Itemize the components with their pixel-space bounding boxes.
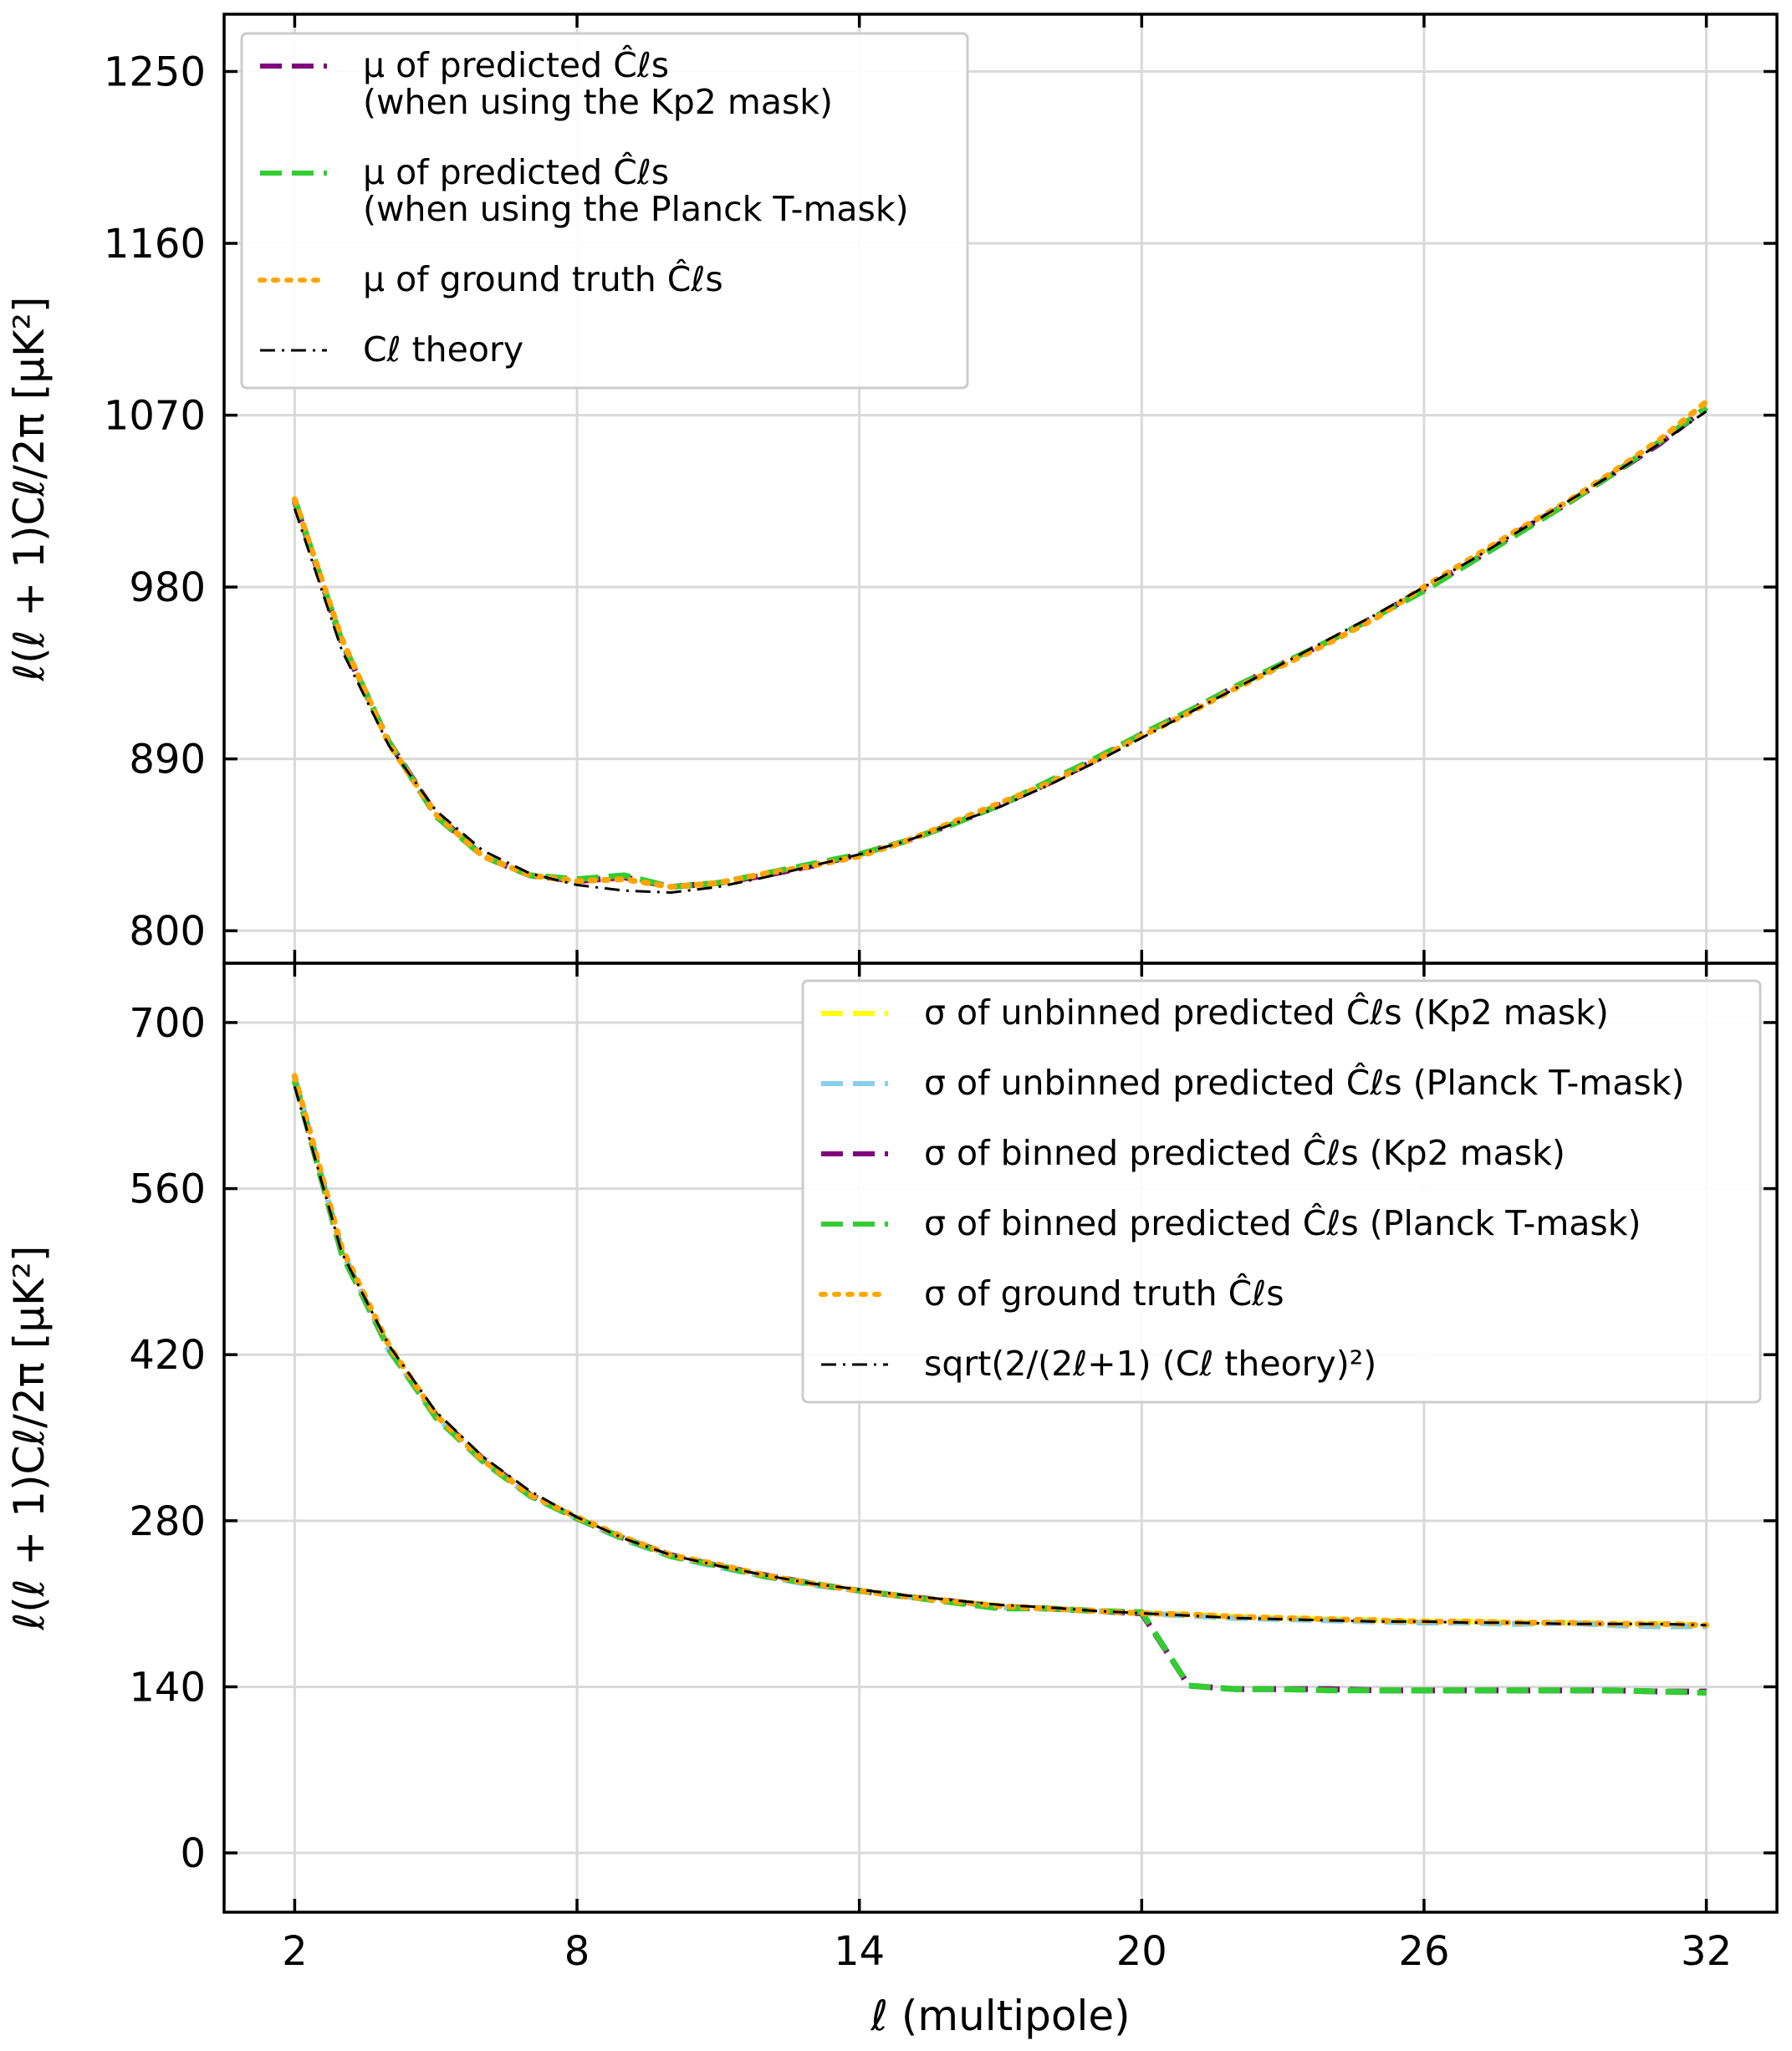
y-tick-label: 420 (129, 1332, 206, 1379)
legend-label-5: σ of ground truth Ĉℓs (924, 1273, 1284, 1314)
y-tick-label: 140 (129, 1664, 206, 1711)
top-panel: 800 890 980 1070 1160 1250 ℓ(ℓ + 1)Cℓ/2π [μK²]… (5, 13, 1779, 965)
x-tick-label: 14 (834, 1928, 885, 1975)
plot-frame (222, 962, 1779, 1914)
y-axis-title: ℓ(ℓ + 1)Cℓ/2π [μK²] (5, 297, 54, 682)
y-tick-label: 1250 (104, 49, 206, 96)
legend-label-2: μ of predicted Ĉℓs (363, 152, 669, 192)
y-tick-label: 0 (180, 1830, 206, 1877)
y-tick-label: 1160 (104, 221, 206, 268)
legend-label-6: sqrt(2/(2ℓ+1) (Cℓ theory)²) (924, 1344, 1376, 1384)
x-tick-label: 2 (282, 1928, 308, 1975)
legend-label-1: μ of predicted Ĉℓs (363, 45, 669, 85)
series-line-3 (291, 399, 1710, 890)
legend-label-1: (when using the Kp2 mask) (363, 82, 833, 122)
legend-label-3: σ of binned predicted Ĉℓs (Kp2 mask) (924, 1133, 1565, 1173)
legend-label-1: σ of unbinned predicted Ĉℓs (Kp2 mask) (924, 992, 1609, 1033)
legend-label-2: σ of unbinned predicted Ĉℓs (Planck T-ma… (924, 1063, 1684, 1103)
legend (240, 32, 969, 390)
legend-label-3: μ of ground truth Ĉℓs (363, 259, 723, 299)
legend-label-4: σ of binned predicted Ĉℓs (Planck T-mask… (924, 1203, 1641, 1243)
legend-label-2: (when using the Planck T-mask) (363, 189, 909, 229)
series-line-1 (292, 405, 1708, 890)
y-tick-label: 700 (129, 1000, 206, 1047)
y-tick-label: 1070 (104, 393, 206, 440)
x-tick-label: 20 (1116, 1928, 1167, 1975)
bottom-panel: 0 140 280 420 560 700 ℓ(ℓ + 1)Cℓ/2π [μK²] σ of … (5, 962, 1779, 1975)
x-tick-label: 8 (564, 1928, 590, 1975)
y-tick-label: 280 (129, 1498, 206, 1545)
x-tick-label: 26 (1398, 1928, 1449, 1975)
y-axis-title: ℓ(ℓ + 1)Cℓ/2π [μK²] (5, 1246, 54, 1631)
legend (801, 979, 1762, 1404)
y-tick-label: 890 (129, 737, 206, 783)
series-line-4 (293, 410, 1708, 895)
legend-label-4: Cℓ theory (363, 329, 523, 370)
x-axis-title: ℓ (multipole) (870, 1992, 1130, 2040)
y-tick-label: 560 (129, 1166, 206, 1213)
series-line-6 (293, 1086, 1707, 1627)
y-tick-label: 980 (129, 564, 206, 611)
series-line-2 (292, 405, 1708, 890)
y-tick-label: 800 (129, 908, 206, 955)
x-tick-label: 32 (1681, 1928, 1732, 1975)
